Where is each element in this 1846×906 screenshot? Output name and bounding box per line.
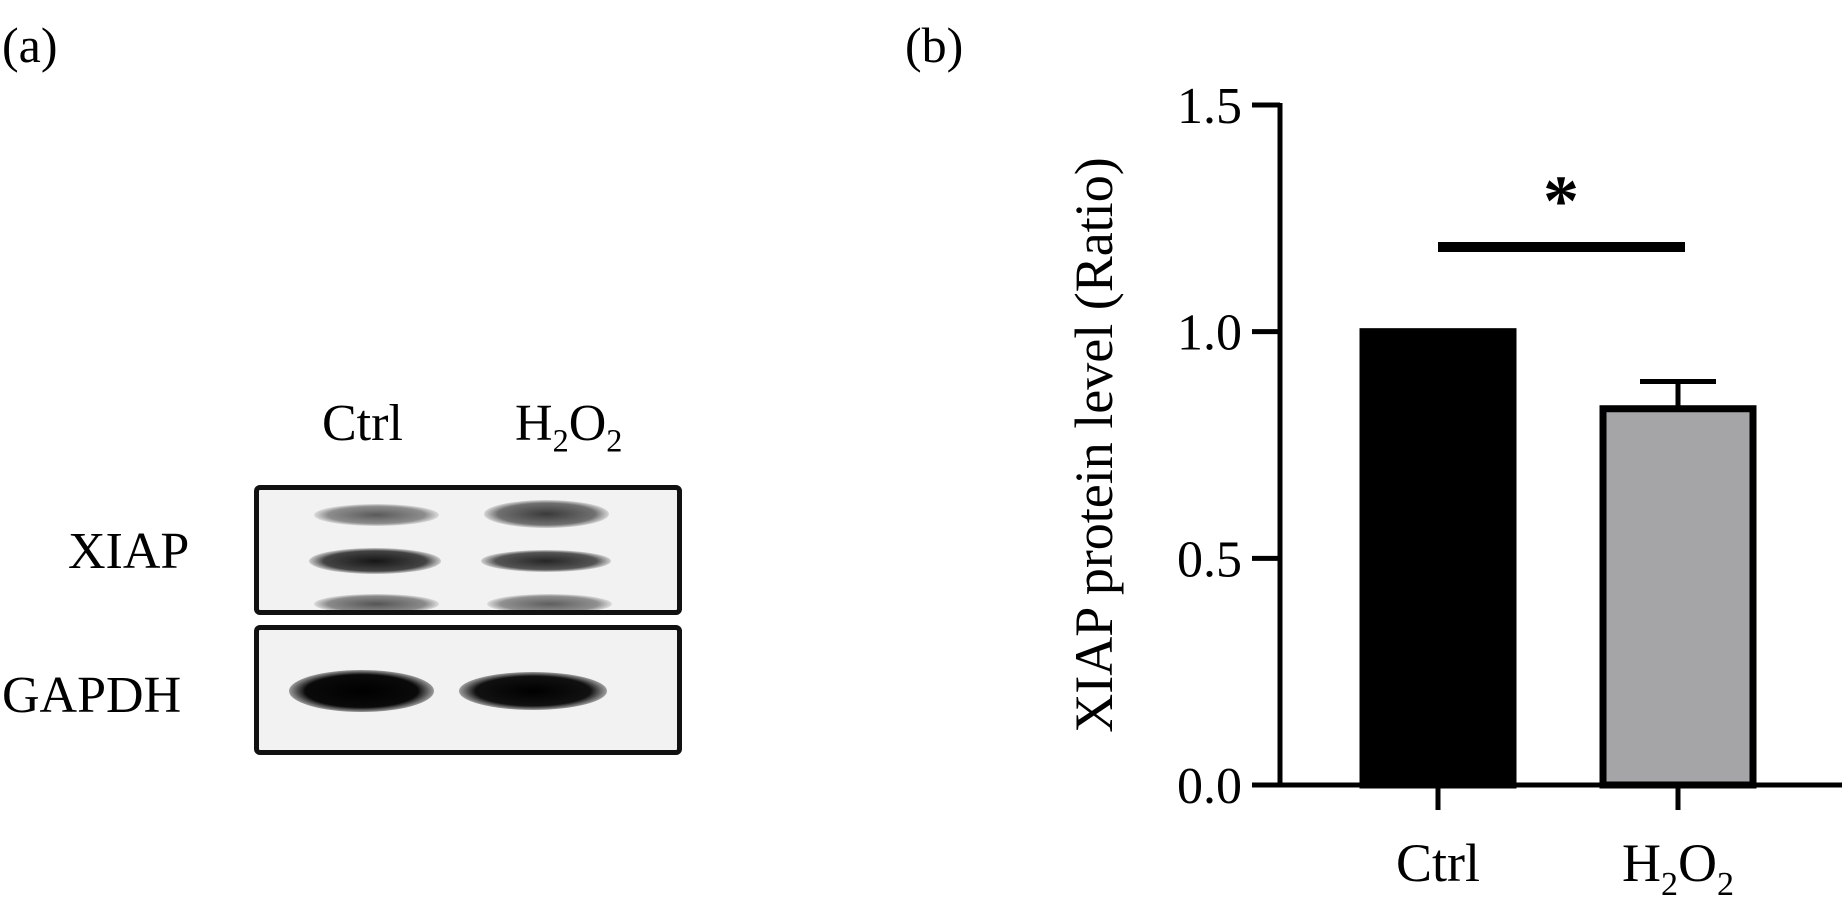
y-tick-label-3: 1.5 <box>1177 78 1242 135</box>
y-axis-label: XIAP protein level (Ratio) <box>1064 157 1124 732</box>
xiap-band-h2o2-lower <box>487 594 612 610</box>
blot-lane-label-ctrl: Ctrl <box>322 395 403 452</box>
blot-row-label-xiap: XIAP <box>68 523 190 580</box>
gapdh-band-h2o2 <box>459 672 607 710</box>
gapdh-band-ctrl <box>289 670 434 712</box>
gapdh-blot-image <box>254 625 682 755</box>
xiap-band-ctrl-middle <box>309 548 441 574</box>
panel-a-label: (a) <box>2 17 58 73</box>
y-tick-label-2: 1.0 <box>1177 305 1242 362</box>
blot-lane-label-h2o2: H2O2 <box>515 395 623 459</box>
bar-0 <box>1359 328 1517 789</box>
xiap-band-ctrl-lower <box>314 594 439 610</box>
significance-mark: * <box>1543 161 1579 241</box>
x-tick-label-0: Ctrl <box>1396 833 1480 893</box>
panel-b-label: (b) <box>905 17 964 73</box>
xiap-band-ctrl-upper <box>314 504 439 526</box>
y-tick-label-1: 0.5 <box>1177 531 1242 588</box>
x-tick-label-1: H2O2 <box>1622 833 1734 903</box>
xiap-band-h2o2-upper <box>484 500 609 528</box>
xiap-band-h2o2-middle <box>481 550 611 572</box>
y-tick-label-0: 0.0 <box>1177 758 1242 815</box>
xiap-blot-image <box>254 485 682 615</box>
bar-1 <box>1599 405 1757 789</box>
blot-row-label-gapdh: GAPDH <box>2 667 182 724</box>
